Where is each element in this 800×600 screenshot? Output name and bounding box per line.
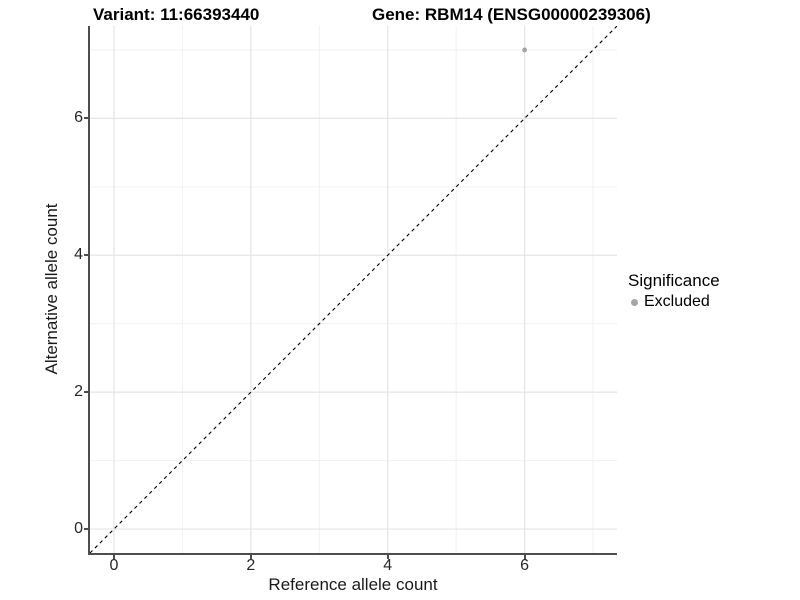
x-tick-label: 2 bbox=[246, 557, 256, 574]
identity-line bbox=[90, 26, 617, 553]
plot-canvas bbox=[90, 26, 617, 553]
y-tick-label: 6 bbox=[74, 109, 83, 127]
y-tick-mark bbox=[84, 117, 88, 120]
x-tick-mark bbox=[523, 555, 526, 559]
y-axis-title: Alternative allele count bbox=[42, 203, 61, 375]
excluded-point-icon bbox=[631, 298, 638, 306]
x-axis-title: Reference allele count bbox=[268, 575, 438, 594]
x-tick-label: 0 bbox=[109, 557, 119, 574]
legend-item-label: Excluded bbox=[644, 293, 710, 310]
legend-item-excluded: Excluded bbox=[628, 293, 720, 311]
plot-panel bbox=[88, 26, 617, 555]
y-tick-label: 0 bbox=[74, 520, 83, 538]
plot-title-gene: Gene: RBM14 (ENSG00000239306) bbox=[372, 5, 651, 24]
plot-title-variant: Variant: 11:66393440 bbox=[93, 5, 260, 24]
y-tick-mark bbox=[84, 391, 88, 394]
x-tick-mark bbox=[386, 555, 389, 559]
legend-title: Significance bbox=[628, 271, 720, 290]
data-point bbox=[522, 47, 528, 53]
x-tick-label: 4 bbox=[383, 557, 393, 574]
y-tick-mark bbox=[84, 528, 88, 531]
legend: Significance Excluded bbox=[628, 271, 720, 311]
x-tick-label: 6 bbox=[520, 557, 530, 574]
y-tick-label: 4 bbox=[74, 246, 83, 264]
x-tick-mark bbox=[112, 555, 115, 559]
x-tick-mark bbox=[249, 555, 252, 559]
y-tick-label: 2 bbox=[74, 383, 83, 401]
y-tick-mark bbox=[84, 254, 88, 257]
